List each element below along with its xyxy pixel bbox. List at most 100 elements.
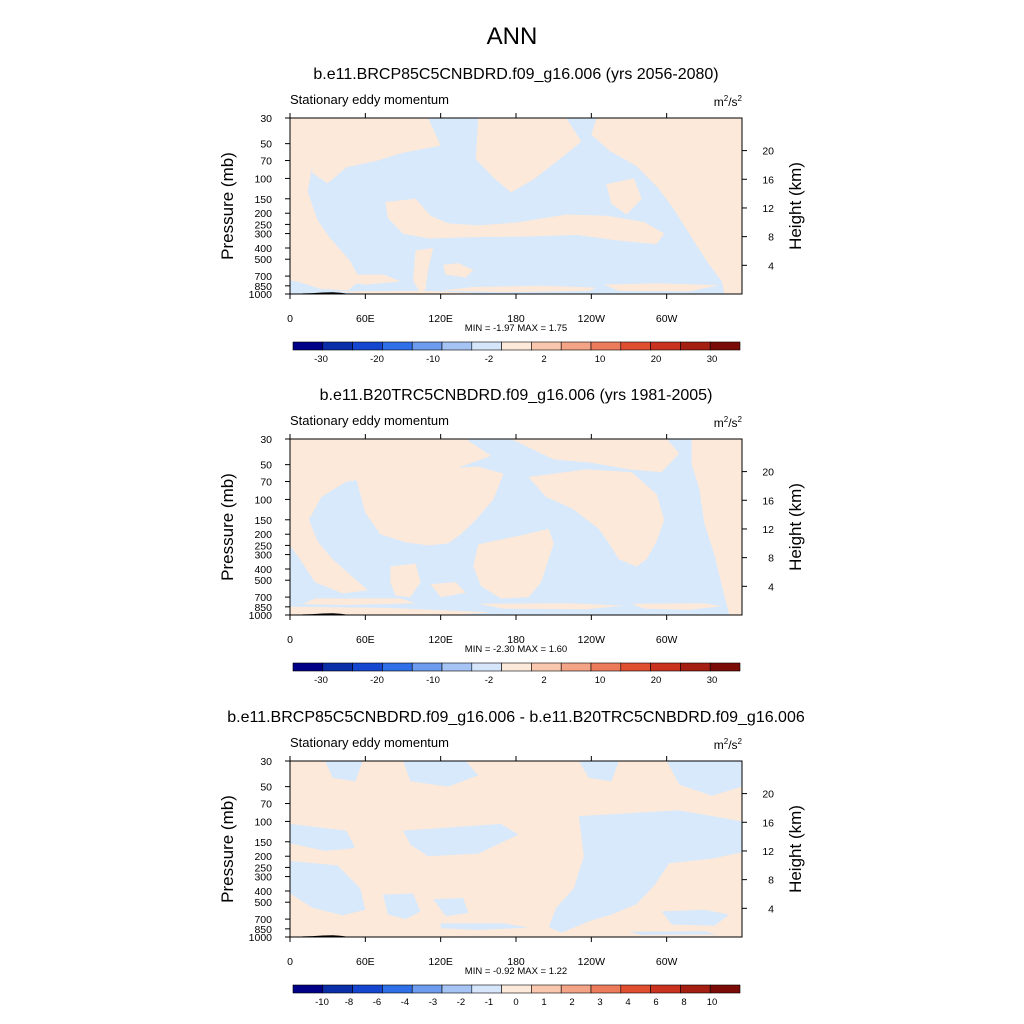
colorbar-swatch (590, 662, 622, 672)
colorbar-swatch (471, 662, 502, 672)
y-tick-label: 30 (260, 434, 272, 446)
x-tick-label: 0 (287, 956, 293, 968)
colorbar-label: 8 (681, 997, 686, 1008)
colorbar-swatch (709, 984, 741, 994)
x-tick-label: 60E (356, 956, 375, 968)
colorbar-label: -30 (314, 354, 328, 365)
y-tick-label: 30 (260, 113, 272, 125)
y-tick-label: 150 (254, 515, 272, 527)
y-tick-label: 850 (254, 924, 272, 936)
positive-region-11 (603, 283, 720, 292)
colorbar: -30 -20 -10 -2 2 10 20 30 (292, 341, 741, 365)
colorbar-label: 10 (707, 997, 718, 1008)
negative-region-9 (382, 893, 421, 920)
y-tick-label: 70 (260, 156, 272, 168)
negative-region-1 (325, 761, 363, 782)
colorbar-swatch (411, 341, 443, 351)
colorbar-label: -30 (314, 675, 328, 686)
positive-region-6 (385, 198, 665, 245)
colorbar-label: 1 (541, 997, 546, 1008)
y-tick-label: 700 (254, 914, 272, 926)
colorbar-swatch (441, 662, 473, 672)
y-tick-label: 200 (254, 529, 272, 541)
min-max-label: MIN = -2.30 MAX = 1.60 (465, 644, 567, 655)
y-tick-label: 50 (260, 782, 272, 794)
negative-region-12 (440, 923, 529, 930)
height-tick-label: 16 (762, 174, 774, 186)
positive-region-8 (443, 263, 474, 278)
positive-region-4 (355, 466, 504, 546)
colorbar-swatch (650, 984, 681, 994)
colorbar-swatch (322, 662, 353, 672)
height-tick-label: 16 (762, 495, 774, 507)
negative-region-3 (578, 761, 619, 782)
y-tick-label: 250 (254, 540, 272, 552)
positive-region-5 (606, 178, 642, 215)
x-tick-label: 60W (656, 313, 678, 325)
colorbar-swatch (441, 341, 473, 351)
colorbar-label: -3 (429, 997, 437, 1008)
negative-region-10 (433, 898, 469, 917)
x-tick-label: 120E (428, 634, 453, 646)
y-tick-label: 500 (254, 897, 272, 909)
colorbar-swatch (590, 984, 622, 994)
negative-region-7 (290, 861, 366, 916)
colorbar-label: 2 (569, 997, 574, 1008)
chart-panel-2: b.e11.B20TRC5CNBDRD.f09_g16.006 (yrs 198… (218, 387, 805, 686)
colorbar-swatch (709, 341, 741, 351)
colorbar-label: -4 (401, 997, 409, 1008)
colorbar-swatch (352, 984, 383, 994)
left-string: Stationary eddy momentum (290, 735, 449, 750)
colorbar-label: -8 (345, 997, 353, 1008)
colorbar-swatch (501, 984, 532, 994)
positive-region-7 (413, 248, 434, 294)
height-tick-label: 8 (768, 232, 774, 244)
negative-region-6 (403, 823, 519, 857)
y-tick-label: 300 (254, 872, 272, 884)
x-tick-label: 120W (578, 956, 606, 968)
colorbar-swatch (382, 341, 413, 351)
x-tick-label: 120W (578, 313, 606, 325)
left-string: Stationary eddy momentum (290, 92, 449, 107)
panel-title: b.e11.B20TRC5CNBDRD.f09_g16.006 (yrs 198… (320, 387, 713, 404)
colorbar-swatch (531, 341, 562, 351)
y-tick-label: 300 (254, 550, 272, 562)
y-tick-label: 850 (254, 281, 272, 293)
y-axis-right-title: Height (km) (786, 805, 805, 893)
colorbar-label: -10 (426, 675, 440, 686)
x-tick-label: 60E (356, 634, 375, 646)
x-tick-label: 0 (287, 634, 293, 646)
x-tick-label: 120W (578, 634, 606, 646)
colorbar-label: -20 (370, 675, 384, 686)
x-tick-label: 60W (656, 956, 678, 968)
x-tick-label: 120E (428, 313, 453, 325)
y-tick-label: 1000 (249, 610, 273, 622)
colorbar-swatch (501, 341, 532, 351)
colorbar-swatch (322, 341, 353, 351)
chart-panel-1: b.e11.BRCP85C5CNBDRD.f09_g16.006 (yrs 20… (218, 66, 805, 365)
colorbar-swatch (531, 662, 562, 672)
height-tick-label: 12 (762, 524, 774, 536)
colorbar-label: -10 (315, 997, 329, 1008)
y-tick-label: 50 (260, 139, 272, 151)
negative-region-11 (661, 909, 730, 926)
main-title: ANN (487, 23, 538, 50)
height-tick-label: 8 (768, 553, 774, 565)
y-tick-label: 150 (254, 837, 272, 849)
colorbar-label: 6 (653, 997, 658, 1008)
colorbar-swatch (501, 662, 532, 672)
units-label: m2/s2 (714, 415, 743, 430)
x-tick-label: 180 (507, 634, 525, 646)
positive-region-12 (290, 606, 491, 615)
chart-panel-3: b.e11.BRCP85C5CNBDRD.f09_g16.006 - b.e11… (218, 709, 805, 1008)
colorbar-swatch (352, 341, 383, 351)
colorbar-label: -2 (485, 354, 493, 365)
positive-region-3 (691, 439, 742, 615)
colorbar-swatch (650, 662, 681, 672)
y-axis-title: Pressure (mb) (218, 152, 237, 260)
colorbar: -10 -8 -6 -4 -3 -2 -1 0 1 2 3 4 6 8 10 (292, 984, 741, 1008)
field-contours (290, 439, 742, 615)
positive-region-2 (307, 118, 441, 184)
colorbar-swatch (411, 984, 443, 994)
